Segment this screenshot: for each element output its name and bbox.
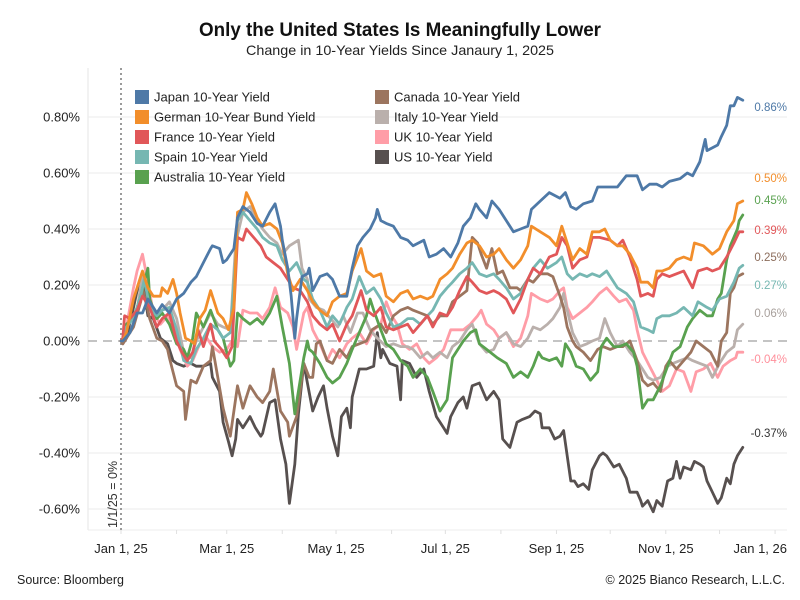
- chart-subtitle: Change in 10-Year Yields Since Janaury 1…: [246, 42, 554, 58]
- series-line-italy: [119, 205, 745, 382]
- y-tick-label: 0.80%: [43, 110, 80, 125]
- legend-label: US 10-Year Yield: [394, 150, 493, 165]
- copyright-note: © 2025 Bianco Research, L.L.C.: [606, 573, 785, 587]
- legend-label: German 10-Year Bund Yield: [154, 110, 315, 125]
- x-tick-label: Mar 1, 25: [199, 541, 254, 556]
- end-label-us: -0.37%: [751, 428, 787, 440]
- legend-item-canada: Canada 10-Year Yield: [375, 90, 520, 105]
- end-label-australia: 0.45%: [754, 195, 787, 207]
- end-label-german: 0.50%: [754, 173, 787, 185]
- legend-item-german: German 10-Year Bund Yield: [135, 110, 315, 125]
- x-tick-label: Jan 1, 26: [734, 541, 788, 556]
- chart-title: Only the United States Is Meaningfully L…: [199, 20, 602, 41]
- end-label-france: 0.39%: [754, 225, 787, 237]
- end-label-italy: 0.06%: [754, 308, 787, 320]
- series-line-german: [119, 191, 745, 346]
- legend-label: France 10-Year Yield: [154, 130, 275, 145]
- legend-item-italy: Italy 10-Year Yield: [375, 110, 498, 125]
- y-tick-label: -0.40%: [39, 446, 81, 461]
- legend-item-france: France 10-Year Yield: [135, 130, 275, 145]
- legend-label: Italy 10-Year Yield: [394, 110, 498, 125]
- x-tick-label: May 1, 25: [307, 541, 364, 556]
- baseline-annotation: 1/1/25 = 0%: [106, 461, 120, 528]
- legend-swatch: [135, 90, 149, 104]
- series-lines: [119, 96, 745, 514]
- axes: 0.80% 0.60% 0.40% 0.20% 0.00% -0.20% -0.40% -0.…: [39, 68, 787, 556]
- legend-label: Australia 10-Year Yield: [154, 170, 285, 185]
- series-line-canada: [119, 235, 745, 438]
- x-tick-label: Nov 1, 25: [638, 541, 694, 556]
- legend-label: UK 10-Year Yield: [394, 130, 493, 145]
- legend-item-us: US 10-Year Yield: [375, 150, 493, 165]
- y-tick-label: -0.20%: [39, 390, 81, 405]
- series-line-france: [119, 227, 745, 363]
- y-tick-label: 0.00%: [43, 334, 80, 349]
- y-tick-label: 0.60%: [43, 166, 80, 181]
- x-tick-label: Jan 1, 25: [94, 541, 148, 556]
- legend-swatch: [375, 150, 389, 164]
- legend-swatch: [375, 90, 389, 104]
- legend-label: Spain 10-Year Yield: [154, 150, 268, 165]
- legend-item-australia: Australia 10-Year Yield: [135, 170, 285, 185]
- legend: Japan 10-Year Yield German 10-Year Bund Y…: [135, 90, 520, 185]
- legend-swatch: [135, 110, 149, 124]
- source-note: Source: Bloomberg: [17, 573, 124, 587]
- y-tick-label: -0.60%: [39, 502, 81, 517]
- legend-item-uk: UK 10-Year Yield: [375, 130, 493, 145]
- series-line-uk: [119, 252, 745, 393]
- series-line-us: [119, 277, 745, 514]
- end-label-spain: 0.27%: [754, 280, 787, 292]
- end-label-japan: 0.86%: [754, 102, 787, 114]
- x-tick-label: Sep 1, 25: [529, 541, 585, 556]
- y-tick-label: 0.20%: [43, 278, 80, 293]
- legend-item-spain: Spain 10-Year Yield: [135, 150, 268, 165]
- legend-swatch: [375, 130, 389, 144]
- legend-label: Canada 10-Year Yield: [394, 90, 520, 105]
- legend-label: Japan 10-Year Yield: [154, 90, 270, 105]
- legend-swatch: [135, 130, 149, 144]
- x-tick-label: Jul 1, 25: [421, 541, 470, 556]
- legend-item-japan: Japan 10-Year Yield: [135, 90, 270, 105]
- end-value-labels: 0.86% 0.50% 0.39% 0.27% 0.45% 0.25% 0.06% -0.04…: [751, 102, 787, 440]
- series-line-japan: [119, 96, 745, 343]
- legend-swatch: [135, 170, 149, 184]
- y-tick-label: 0.40%: [43, 222, 80, 237]
- legend-swatch: [135, 150, 149, 164]
- end-label-canada: 0.25%: [754, 252, 787, 264]
- legend-swatch: [375, 110, 389, 124]
- end-label-uk: -0.04%: [751, 354, 787, 366]
